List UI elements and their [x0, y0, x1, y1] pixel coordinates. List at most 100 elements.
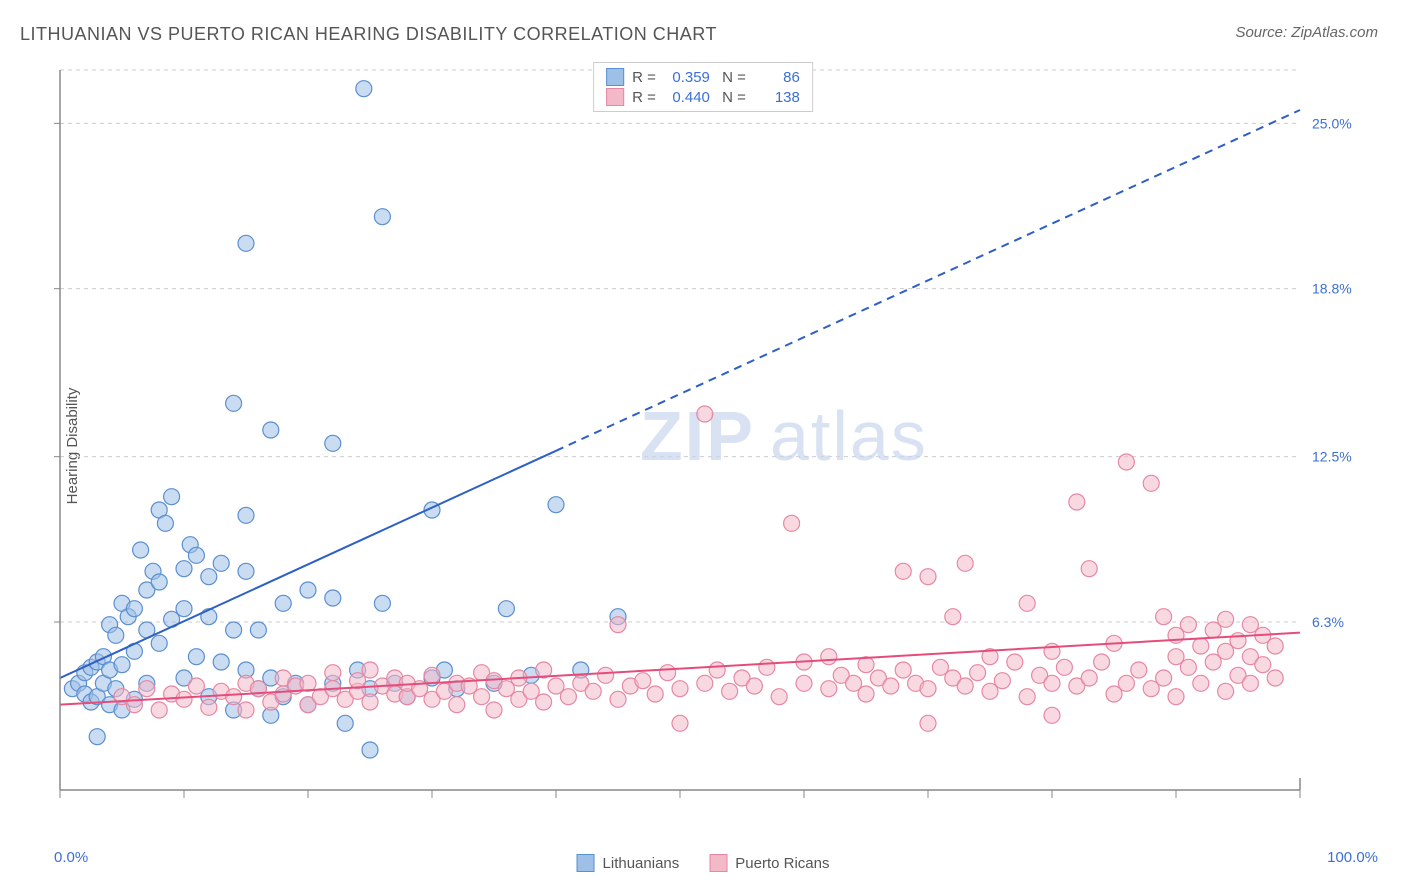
data-point: [362, 742, 378, 758]
data-point: [1044, 675, 1060, 691]
chart-title: LITHUANIAN VS PUERTO RICAN HEARING DISAB…: [20, 24, 717, 45]
data-point: [238, 702, 254, 718]
stat-n-label: N =: [718, 69, 746, 86]
data-point: [374, 209, 390, 225]
data-point: [263, 422, 279, 438]
data-point: [759, 659, 775, 675]
data-point: [1242, 675, 1258, 691]
data-point: [238, 507, 254, 523]
scatter-plot: ZIP atlas 6.3% 12.5% 18.8% 25.0%: [50, 60, 1360, 820]
data-point: [536, 694, 552, 710]
data-point: [1180, 659, 1196, 675]
swatch-series-0: [606, 68, 624, 86]
data-point: [598, 667, 614, 683]
data-point: [164, 489, 180, 505]
data-point: [474, 689, 490, 705]
legend-stats-row-1: R = 0.440 N = 138: [606, 87, 800, 107]
data-point: [1044, 643, 1060, 659]
data-point: [994, 673, 1010, 689]
data-point: [970, 665, 986, 681]
data-point: [895, 563, 911, 579]
data-point: [610, 691, 626, 707]
data-point: [672, 681, 688, 697]
legend-label-1: Puerto Ricans: [735, 855, 829, 872]
data-point: [746, 678, 762, 694]
data-point: [226, 395, 242, 411]
data-point: [697, 675, 713, 691]
data-point: [548, 497, 564, 513]
data-point: [486, 702, 502, 718]
stat-n-label: N =: [718, 89, 746, 106]
data-point: [1193, 675, 1209, 691]
stat-r-label: R =: [632, 89, 656, 106]
legend-item-0: Lithuanians: [577, 854, 680, 872]
data-point: [126, 601, 142, 617]
data-point: [176, 691, 192, 707]
data-point: [250, 622, 266, 638]
data-point: [1131, 662, 1147, 678]
data-point: [1118, 675, 1134, 691]
stat-n-value-1: 138: [754, 89, 800, 106]
legend-item-1: Puerto Ricans: [709, 854, 829, 872]
data-point: [920, 681, 936, 697]
data-point: [672, 715, 688, 731]
data-point: [201, 699, 217, 715]
data-point: [1094, 654, 1110, 670]
svg-text:18.8%: 18.8%: [1312, 281, 1352, 297]
watermark-bold: ZIP: [640, 397, 755, 475]
data-point: [1168, 689, 1184, 705]
data-point: [133, 542, 149, 558]
stat-r-label: R =: [632, 69, 656, 86]
data-point: [771, 689, 787, 705]
data-point: [1267, 670, 1283, 686]
data-point: [647, 686, 663, 702]
data-point: [226, 622, 242, 638]
data-point: [1193, 638, 1209, 654]
data-point: [1056, 659, 1072, 675]
data-point: [697, 406, 713, 422]
svg-text:12.5%: 12.5%: [1312, 449, 1352, 465]
data-point: [201, 609, 217, 625]
swatch-bottom-1: [709, 854, 727, 872]
data-point: [325, 590, 341, 606]
stat-r-value-1: 0.440: [664, 89, 710, 106]
data-point: [151, 635, 167, 651]
svg-text:25.0%: 25.0%: [1312, 115, 1352, 131]
data-point: [610, 617, 626, 633]
data-point: [188, 547, 204, 563]
data-point: [157, 515, 173, 531]
data-point: [1019, 689, 1035, 705]
swatch-series-1: [606, 88, 624, 106]
data-point: [560, 689, 576, 705]
legend-bottom: Lithuanians Puerto Ricans: [577, 854, 830, 872]
data-point: [213, 555, 229, 571]
data-point: [362, 662, 378, 678]
legend-stats-row-0: R = 0.359 N = 86: [606, 67, 800, 87]
data-point: [226, 689, 242, 705]
data-point: [821, 649, 837, 665]
data-point: [151, 574, 167, 590]
legend-stats-box: R = 0.359 N = 86 R = 0.440 N = 138: [593, 62, 813, 112]
data-point: [176, 561, 192, 577]
data-point: [1044, 707, 1060, 723]
x-axis-max-label: 100.0%: [1327, 849, 1378, 866]
data-point: [424, 667, 440, 683]
data-point: [635, 673, 651, 689]
data-point: [275, 595, 291, 611]
svg-text:6.3%: 6.3%: [1312, 614, 1344, 630]
data-point: [1081, 670, 1097, 686]
data-point: [1007, 654, 1023, 670]
watermark-light: atlas: [770, 397, 928, 475]
data-point: [362, 694, 378, 710]
data-point: [883, 678, 899, 694]
data-point: [1081, 561, 1097, 577]
data-point: [213, 654, 229, 670]
data-point: [660, 665, 676, 681]
chart-area: ZIP atlas 6.3% 12.5% 18.8% 25.0%: [50, 60, 1360, 820]
data-point: [337, 715, 353, 731]
data-point: [108, 627, 124, 643]
data-point: [920, 715, 936, 731]
data-point: [709, 662, 725, 678]
data-point: [1156, 609, 1172, 625]
data-point: [1143, 475, 1159, 491]
